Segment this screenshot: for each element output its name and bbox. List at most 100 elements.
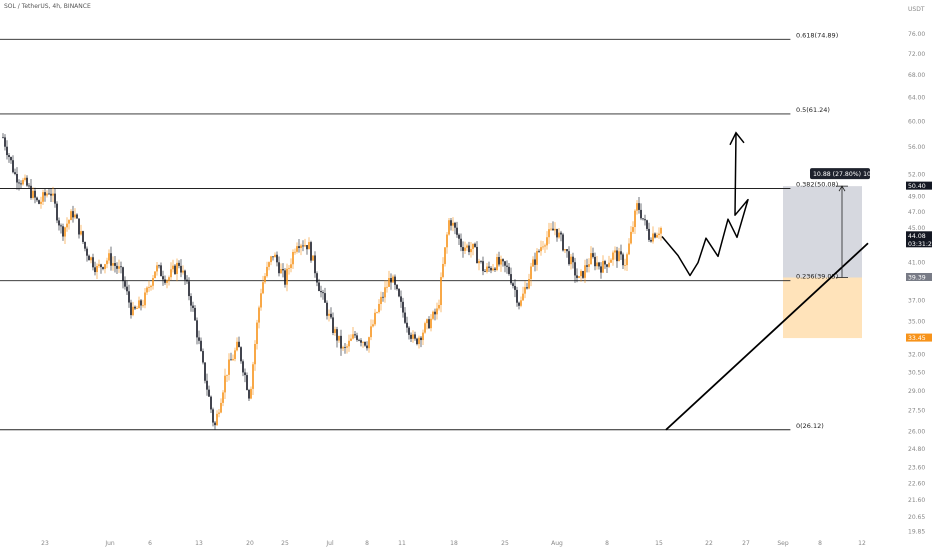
candle-body xyxy=(642,218,644,220)
candle-body xyxy=(262,282,264,294)
candle-body xyxy=(128,291,130,303)
candle-body xyxy=(418,337,420,345)
time-tick-1: Jun xyxy=(104,540,115,547)
candle-body xyxy=(394,276,396,285)
candle-body xyxy=(568,251,570,265)
candle-body xyxy=(414,334,416,339)
candle-body xyxy=(304,245,306,247)
candle-body xyxy=(444,247,446,264)
candle-body xyxy=(462,247,464,251)
candle-body xyxy=(508,266,510,275)
candle-body xyxy=(404,312,406,323)
candle-body xyxy=(572,256,574,263)
candle-body xyxy=(26,177,28,186)
time-axis: 23 Jun 6 13 20 25 Jul 8 11 18 25 Aug 8 15 22 27 Sep 8 12 xyxy=(41,540,866,547)
candle-body xyxy=(208,389,210,397)
candle-body xyxy=(16,173,18,183)
candle-body xyxy=(428,319,430,329)
candle-body xyxy=(268,262,270,267)
candle-body xyxy=(270,256,272,263)
candle-body xyxy=(406,322,408,328)
candle-body xyxy=(368,337,370,349)
fib-label-1: 0.5(61.24) xyxy=(796,106,830,114)
candle-body xyxy=(324,293,326,303)
candle-body xyxy=(50,193,52,196)
candle-body xyxy=(396,284,398,289)
candle-body xyxy=(290,264,292,269)
candle-body xyxy=(106,260,108,265)
candle-body xyxy=(332,317,334,333)
candle-body xyxy=(70,211,72,221)
measure-label-bg xyxy=(810,168,870,180)
candle-body xyxy=(628,243,630,255)
candle-body xyxy=(604,261,606,265)
candle-body xyxy=(626,254,628,266)
trendline xyxy=(665,242,869,431)
candle-body xyxy=(656,235,658,238)
candle-body xyxy=(350,338,352,341)
candle-body xyxy=(644,219,646,221)
candle-body xyxy=(258,307,260,323)
candle-body xyxy=(82,231,84,242)
candle-body xyxy=(606,264,608,267)
candle-body xyxy=(582,271,584,278)
candle-body xyxy=(166,280,168,283)
fib-label-4: 0(26.12) xyxy=(796,422,824,430)
candle-body xyxy=(312,255,314,261)
candle-body xyxy=(256,322,258,344)
candle-body xyxy=(322,292,324,294)
candle-body xyxy=(608,262,610,267)
candle-body xyxy=(134,306,136,309)
projection-arrowhead xyxy=(729,131,745,146)
candle-body xyxy=(44,192,46,196)
candle-body xyxy=(326,302,328,316)
candle-body xyxy=(296,246,298,252)
candle-body xyxy=(200,340,202,352)
candle-body xyxy=(650,239,652,242)
time-tick-16: Sep xyxy=(777,540,789,547)
candle-body xyxy=(588,264,590,267)
candle-body xyxy=(206,380,208,390)
time-tick-2: 6 xyxy=(148,540,152,547)
candle-body xyxy=(112,263,114,266)
candle-body xyxy=(64,227,66,237)
target-price-tag: 50.40 xyxy=(908,183,926,190)
candle-body xyxy=(116,265,118,269)
candle-body xyxy=(250,388,252,399)
candle-body xyxy=(132,306,134,316)
candle-body xyxy=(226,374,228,376)
candle-body xyxy=(566,249,568,252)
candle-body xyxy=(218,412,220,414)
candle-body xyxy=(316,273,318,283)
stop-zone xyxy=(783,277,862,339)
countdown-tag: 03:31:22 xyxy=(908,241,932,248)
candle-body xyxy=(620,251,622,255)
time-tick-3: 13 xyxy=(195,540,203,547)
candle-body xyxy=(654,233,656,238)
candle-body xyxy=(62,226,64,237)
candle-body xyxy=(514,285,516,290)
candle-body xyxy=(140,300,142,306)
candle-body xyxy=(524,287,526,294)
candle-body xyxy=(66,223,68,228)
candle-body xyxy=(246,375,248,390)
candle-body xyxy=(136,308,138,309)
candle-body xyxy=(362,341,364,343)
candle-body xyxy=(278,262,280,274)
candle-body xyxy=(306,245,308,250)
candle-body xyxy=(430,318,432,329)
candle-body xyxy=(570,256,572,265)
candle-body xyxy=(100,264,102,268)
candle-body xyxy=(358,339,360,341)
candle-body xyxy=(102,267,104,269)
candle-body xyxy=(334,329,336,333)
candle-body xyxy=(370,326,372,338)
candle-body xyxy=(468,245,470,253)
price-tick-9: 45.00 xyxy=(908,225,925,232)
candle-body xyxy=(440,277,442,305)
candle-body xyxy=(184,270,186,280)
time-tick-8: 11 xyxy=(398,540,406,547)
candle-body xyxy=(408,327,410,335)
candle-body xyxy=(632,227,634,232)
